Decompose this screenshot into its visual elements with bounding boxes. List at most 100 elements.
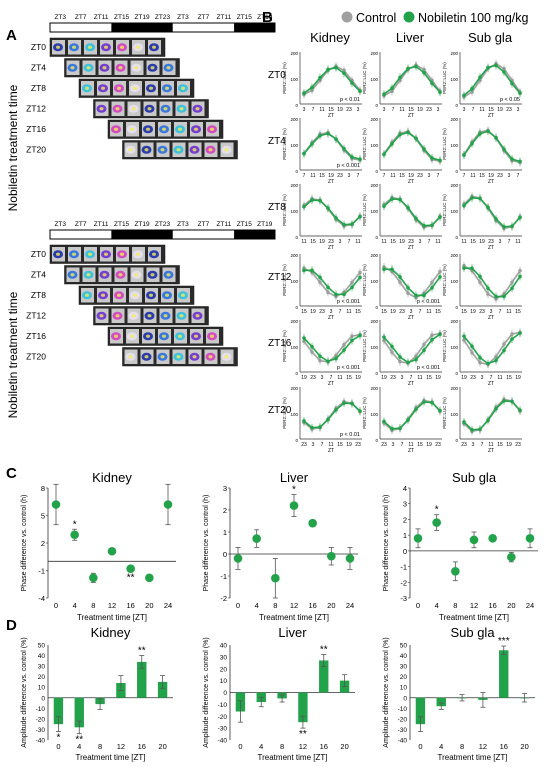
subplot-xtick: 19 — [488, 173, 494, 179]
bioluminescence-core — [117, 293, 121, 297]
bioluminescence-core — [149, 293, 153, 297]
nobiletin-point — [518, 159, 522, 164]
nobiletin-point — [462, 93, 466, 98]
subplot-xtick: 7 — [401, 442, 404, 448]
subplot-xtick: 7 — [472, 107, 475, 113]
subplot-xtick: 23 — [417, 173, 423, 179]
y-tick-label: 10 — [400, 685, 408, 692]
subplot-ylabel: PER2::LUC (%) — [442, 194, 447, 226]
data-point — [89, 573, 98, 583]
control-series-line — [463, 331, 521, 366]
nobiletin-point — [438, 275, 442, 279]
bioluminescence-core — [134, 273, 139, 277]
subplot-xtick: 7 — [339, 309, 342, 315]
nobiletin-point — [302, 268, 306, 273]
p-value-label: p < 0.001 — [417, 365, 440, 371]
bioluminescence-core — [165, 293, 169, 297]
x-tick-label: 4 — [77, 742, 81, 751]
nobiletin-point — [510, 286, 514, 291]
nobiletin-point — [438, 332, 442, 337]
y-tick-label: 40 — [220, 643, 228, 650]
data-point — [327, 551, 336, 561]
amplitude-chart: Liver -40 -30 -20 -10 0 10 20 30 40 0 4 8 12 ** 16 ** 20 T… — [203, 625, 355, 762]
subplot-xtick: 3 — [410, 309, 413, 315]
nobiletin-series-line — [384, 268, 441, 297]
subplot-xtick: 7 — [303, 173, 306, 179]
bioluminescence-core — [160, 148, 165, 152]
data-point — [488, 533, 497, 543]
bioluminescence-core — [72, 252, 76, 256]
bioluminescence-core — [72, 45, 76, 49]
nobiletin-point — [398, 275, 402, 279]
subplot-xtick: 15 — [488, 107, 494, 113]
x-axis-label: Treatment time [ZT] — [77, 613, 147, 622]
nobiletin-point — [494, 406, 498, 411]
nobiletin-point — [302, 91, 306, 95]
subplot-ylabel: PER2::LUC (%) — [362, 62, 367, 94]
nobiletin-point — [318, 75, 322, 80]
nobiletin-point — [510, 337, 514, 341]
subplot-xtick: 19 — [399, 239, 405, 245]
nobiletin-point — [430, 156, 434, 160]
control-series-line — [383, 332, 441, 365]
bioluminescence-core — [150, 273, 155, 277]
nobiletin-point — [302, 204, 306, 209]
bioluminescence-core — [114, 127, 118, 131]
subplot-xtick: 23 — [408, 239, 414, 245]
data-point — [432, 518, 441, 527]
subplot-ytick: 200 — [370, 319, 378, 324]
y-tick-label: 40 — [400, 653, 408, 660]
subplot-xtick: 11 — [461, 239, 466, 245]
subplot-ytick: 0 — [295, 438, 298, 443]
x-axis-label: Treatment time [ZT] — [259, 613, 329, 622]
subplot-ytick: 0 — [375, 169, 378, 174]
zt-axis-label: ZT19 — [134, 221, 150, 228]
subplot-xtick: 19 — [355, 375, 361, 381]
subplot-xtick: 19 — [381, 375, 387, 381]
subplot-xtick: 7 — [410, 375, 413, 381]
nobiletin-point — [382, 204, 386, 209]
nobiletin-point — [318, 354, 322, 359]
subplot-xtick: 11 — [506, 309, 511, 315]
data-point — [70, 530, 79, 540]
x-tick-label: 0 — [236, 601, 240, 610]
nobiletin-point — [390, 141, 394, 146]
bar — [137, 661, 147, 698]
subplot-xtick: 19 — [301, 375, 307, 381]
control-point — [470, 350, 474, 355]
bar — [436, 697, 446, 707]
subplot-xtick: 23 — [435, 442, 441, 448]
x-tick-label: 24 — [346, 601, 354, 610]
panel-letter-d: D — [6, 617, 17, 634]
data-point — [252, 534, 261, 543]
subplot-xtick: 15 — [470, 239, 476, 245]
subplot-ylabel: PER2::LUC (%) — [282, 397, 287, 429]
p-value-label: p < 0.001 — [337, 365, 360, 371]
imaging-row-label: ZT16 — [26, 124, 46, 134]
x-axis-label: Treatment time [ZT] — [438, 753, 508, 762]
nobiletin-point — [358, 409, 362, 413]
nobiletin-point — [414, 357, 418, 362]
p-value-label: p < 0.001 — [337, 163, 360, 169]
subplot-xtick: 3 — [312, 442, 315, 448]
y-tick-label: -20 — [218, 714, 228, 721]
y-tick-label: 2 — [223, 506, 227, 515]
control-point — [350, 280, 354, 285]
control-point — [518, 268, 522, 273]
subplot-ytick: 0 — [375, 371, 378, 376]
subplot-xtick: 15 — [435, 309, 441, 315]
control-point — [430, 333, 434, 337]
subplot-xtick: 11 — [488, 442, 493, 448]
subplot-ytick: 0 — [455, 371, 458, 376]
subplot-xtick: 19 — [346, 442, 352, 448]
y-tick-label: 3 — [403, 500, 407, 509]
legend-nobiletin-label: Nobiletin 100 mg/kg — [418, 11, 529, 25]
subplot-xtick: 7 — [419, 309, 422, 315]
bioluminescence-core — [118, 66, 123, 70]
nobiletin-series-line — [463, 64, 521, 97]
y-tick-label: -10 — [398, 706, 408, 713]
subplot-xlabel: ZT — [408, 448, 414, 454]
nobiletin-point — [342, 71, 346, 76]
